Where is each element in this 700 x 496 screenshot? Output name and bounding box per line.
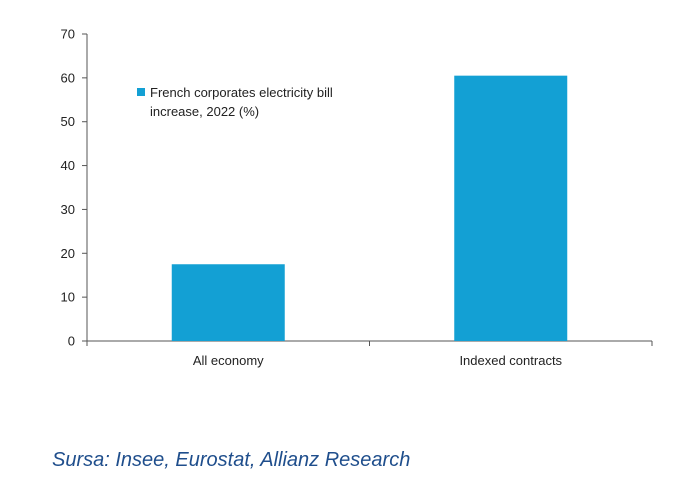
y-tick-label: 30 [61,202,75,217]
y-tick-label: 60 [61,70,75,85]
y-axis: 0 10 20 30 40 50 60 70 [61,27,88,349]
legend-label: French corporates electricity bill incre… [150,85,336,119]
source-note: Sursa: Insee, Eurostat, Allianz Research [52,449,411,471]
y-tick-label: 0 [68,334,75,349]
y-tick-label: 50 [61,114,75,129]
y-ticks: 0 10 20 30 40 50 60 70 [61,27,87,349]
bar-chart: 0 10 20 30 40 50 60 70 All economy Indexed contr… [61,27,653,368]
legend-line-1: French corporates electricity bill [150,85,333,100]
x-category-label: All economy [193,353,264,368]
legend-line-2: increase, 2022 (%) [150,104,259,119]
x-category-label: Indexed contracts [459,353,562,368]
y-tick-label: 10 [61,290,75,305]
x-ticks: All economy Indexed contracts [86,341,653,368]
bar [171,264,285,341]
y-tick-label: 20 [61,246,75,261]
legend-swatch [137,88,145,96]
x-axis: All economy Indexed contracts [86,340,653,368]
y-tick-label: 70 [61,27,75,42]
legend: French corporates electricity bill incre… [137,85,336,119]
bars [171,75,568,342]
bar [454,75,568,342]
y-tick-label: 40 [61,158,75,173]
